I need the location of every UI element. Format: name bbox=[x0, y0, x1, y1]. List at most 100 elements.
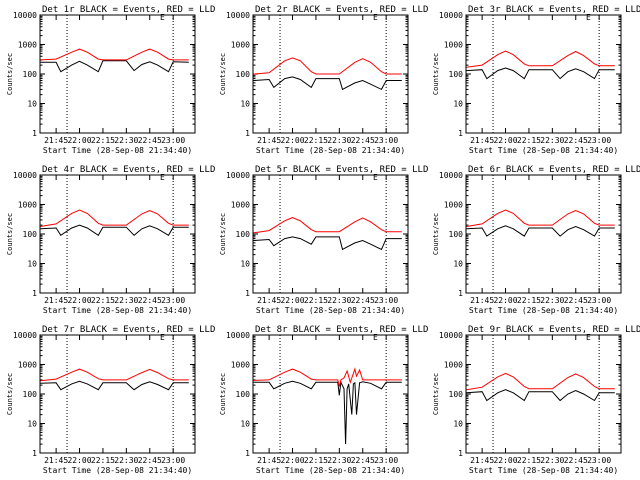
x-tick-label: 22:15 bbox=[304, 136, 328, 145]
x-tick-label: 22:45 bbox=[564, 136, 588, 145]
x-tick-label: 22:00 bbox=[67, 456, 91, 465]
x-tick-label: 22:30 bbox=[114, 456, 138, 465]
y-tick-label: 10 bbox=[240, 260, 250, 269]
corner-mark: E bbox=[373, 13, 378, 22]
y-tick-label: 1 bbox=[32, 129, 37, 138]
x-tick-label: 21:45 bbox=[44, 136, 68, 145]
y-tick-label: 10000 bbox=[226, 171, 250, 180]
series-line-events bbox=[253, 76, 402, 91]
y-axis-label: Counts/sec bbox=[219, 53, 227, 95]
corner-mark: E bbox=[586, 333, 591, 342]
series-line-lld bbox=[40, 209, 189, 227]
x-axis-label: Start Time (28-Sep-08 21:34:40) bbox=[469, 306, 618, 315]
x-tick-label: 22:45 bbox=[351, 456, 375, 465]
y-tick-label: 10 bbox=[240, 420, 250, 429]
panel-title: Det 1r BLACK = Events, RED = LLD bbox=[42, 5, 215, 15]
y-axis-label: Counts/sec bbox=[432, 213, 440, 255]
plot-frame bbox=[465, 334, 622, 454]
y-tick-label: 1 bbox=[458, 289, 463, 298]
panel-title: Det 6r BLACK = Events, RED = LLD bbox=[468, 165, 640, 175]
x-tick-label: 22:30 bbox=[114, 296, 138, 305]
x-tick-label: 21:45 bbox=[470, 136, 494, 145]
corner-mark: E bbox=[373, 333, 378, 342]
x-tick-label: 22:15 bbox=[517, 296, 541, 305]
x-tick-label: 23:00 bbox=[587, 456, 611, 465]
x-tick-label: 22:30 bbox=[114, 136, 138, 145]
plot-frame bbox=[39, 14, 196, 134]
y-tick-label: 100 bbox=[236, 70, 251, 79]
series-line-events bbox=[40, 224, 189, 237]
corner-mark: E bbox=[373, 173, 378, 182]
panel-title: Det 4r BLACK = Events, RED = LLD bbox=[42, 165, 215, 175]
corner-mark: E bbox=[160, 13, 165, 22]
corner-mark: E bbox=[586, 13, 591, 22]
x-tick-label: 22:30 bbox=[540, 456, 564, 465]
series-line-lld bbox=[466, 372, 615, 391]
y-tick-label: 1 bbox=[32, 449, 37, 458]
x-tick-label: 22:00 bbox=[280, 136, 304, 145]
x-tick-label: 22:30 bbox=[540, 136, 564, 145]
x-axis-label: Start Time (28-Sep-08 21:34:40) bbox=[43, 466, 192, 475]
series-line-lld bbox=[253, 367, 402, 387]
x-tick-label: 22:00 bbox=[67, 136, 91, 145]
x-tick-label: 23:00 bbox=[374, 456, 398, 465]
series-line-lld bbox=[466, 50, 615, 68]
y-tick-label: 1000 bbox=[18, 201, 37, 210]
x-tick-label: 22:30 bbox=[540, 296, 564, 305]
x-axis-label: Start Time (28-Sep-08 21:34:40) bbox=[256, 466, 405, 475]
x-tick-label: 22:15 bbox=[91, 136, 115, 145]
x-tick-label: 22:15 bbox=[517, 136, 541, 145]
plot-frame bbox=[39, 334, 196, 454]
y-axis-label: Counts/sec bbox=[219, 213, 227, 255]
y-tick-label: 100 bbox=[23, 230, 38, 239]
panel-title: Det 3r BLACK = Events, RED = LLD bbox=[468, 5, 640, 15]
x-tick-label: 23:00 bbox=[374, 296, 398, 305]
panel-title: Det 5r BLACK = Events, RED = LLD bbox=[255, 165, 428, 175]
corner-mark: E bbox=[160, 333, 165, 342]
x-tick-label: 22:30 bbox=[327, 136, 351, 145]
x-tick-label: 22:15 bbox=[304, 456, 328, 465]
series-line-lld bbox=[40, 368, 189, 382]
y-tick-label: 10 bbox=[27, 100, 37, 109]
y-tick-label: 10 bbox=[27, 260, 37, 269]
series-line-events bbox=[466, 389, 615, 402]
x-tick-label: 22:00 bbox=[493, 136, 517, 145]
y-axis-label: Counts/sec bbox=[6, 53, 14, 95]
x-axis-label: Start Time (28-Sep-08 21:34:40) bbox=[43, 146, 192, 155]
series-line-lld bbox=[253, 217, 402, 234]
x-tick-label: 22:45 bbox=[138, 456, 162, 465]
y-tick-label: 1 bbox=[245, 449, 250, 458]
y-tick-label: 1 bbox=[245, 289, 250, 298]
y-tick-label: 1000 bbox=[231, 41, 250, 50]
series-line-events bbox=[40, 60, 189, 73]
x-axis-label: Start Time (28-Sep-08 21:34:40) bbox=[43, 306, 192, 315]
y-tick-label: 10000 bbox=[439, 331, 463, 340]
y-tick-label: 1 bbox=[458, 449, 463, 458]
x-tick-label: 22:15 bbox=[304, 296, 328, 305]
y-tick-label: 1 bbox=[245, 129, 250, 138]
y-axis-label: Counts/sec bbox=[219, 373, 227, 415]
y-tick-label: 10000 bbox=[13, 171, 37, 180]
y-tick-label: 1000 bbox=[18, 361, 37, 370]
x-axis-label: Start Time (28-Sep-08 21:34:40) bbox=[256, 306, 405, 315]
y-tick-label: 1000 bbox=[444, 201, 463, 210]
x-tick-label: 21:45 bbox=[470, 296, 494, 305]
x-tick-label: 22:00 bbox=[280, 296, 304, 305]
x-tick-label: 23:00 bbox=[587, 136, 611, 145]
y-tick-label: 100 bbox=[449, 70, 464, 79]
plot-frame bbox=[252, 334, 409, 454]
x-tick-label: 23:00 bbox=[161, 456, 185, 465]
y-tick-label: 10000 bbox=[439, 171, 463, 180]
x-tick-label: 22:30 bbox=[327, 456, 351, 465]
x-tick-label: 21:45 bbox=[257, 296, 281, 305]
x-tick-label: 23:00 bbox=[161, 136, 185, 145]
y-tick-label: 10000 bbox=[13, 11, 37, 20]
x-axis-label: Start Time (28-Sep-08 21:34:40) bbox=[469, 466, 618, 475]
series-line-lld bbox=[253, 57, 402, 75]
x-tick-label: 21:45 bbox=[257, 136, 281, 145]
y-tick-label: 100 bbox=[236, 390, 251, 399]
